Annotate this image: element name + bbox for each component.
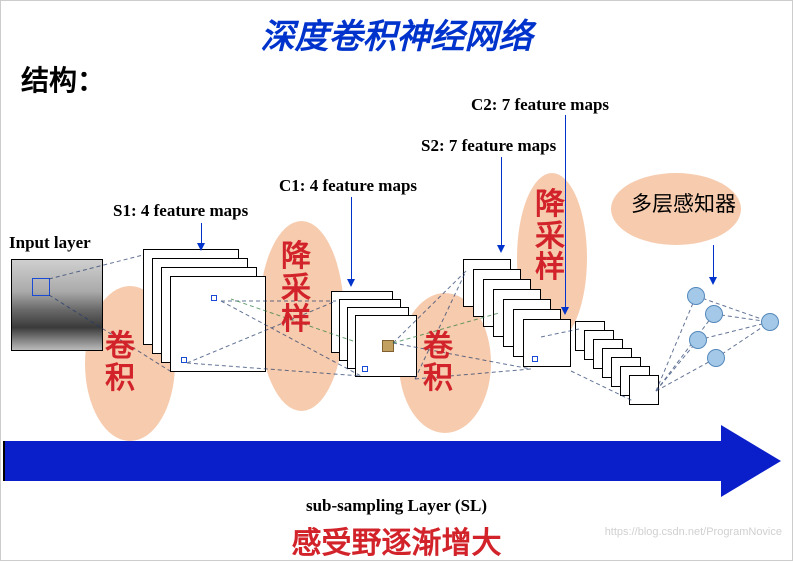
- watermark: https://blog.csdn.net/ProgramNovice: [605, 526, 782, 538]
- mlp-node: [689, 331, 707, 349]
- mlp-node: [761, 313, 779, 331]
- op-down2-text: 降 采 样: [535, 189, 565, 284]
- mlp-text: 多层感知器: [631, 193, 736, 215]
- label-s2: S2: 7 feature maps: [421, 136, 556, 156]
- mlp-node: [707, 349, 725, 367]
- arrow-body: [3, 441, 721, 481]
- label-c1: C1: 4 feature maps: [279, 176, 417, 196]
- structure-label: 结构：: [21, 59, 105, 99]
- s1-map: [170, 276, 266, 372]
- sample-marker: [181, 357, 187, 363]
- sample-marker: [211, 295, 217, 301]
- s2-map: [523, 319, 571, 367]
- mlp-node: [705, 305, 723, 323]
- arrow-c2: [565, 115, 566, 309]
- sample-marker: [532, 356, 538, 362]
- arrow-c1: [351, 197, 352, 281]
- op-conv2-text: 卷 积: [423, 331, 453, 394]
- receptive-field-text: 感受野逐渐增大: [1, 518, 792, 562]
- label-s1: S1: 4 feature maps: [113, 201, 248, 221]
- highlight-marker: [382, 340, 394, 352]
- c2-map: [629, 375, 659, 405]
- label-input: Input layer: [9, 233, 91, 253]
- c1-map: [355, 315, 417, 377]
- arrow-s2: [501, 157, 502, 247]
- big-arrow: [3, 431, 791, 491]
- receptive-field-box: [32, 278, 50, 296]
- arrow-head: [721, 425, 781, 497]
- label-c2: C2: 7 feature maps: [471, 95, 609, 115]
- arrow-mlp: [713, 245, 714, 279]
- input-layer-image: [11, 259, 103, 351]
- page-title: 深度卷积神经网络: [1, 9, 792, 58]
- op-conv1-text: 卷 积: [105, 331, 135, 394]
- op-down1-text: 降 采 样: [281, 241, 311, 336]
- arrow-s1: [201, 223, 202, 245]
- sample-marker: [362, 366, 368, 372]
- sub-sampling-label: sub-sampling Layer (SL): [1, 496, 792, 516]
- mlp-node: [687, 287, 705, 305]
